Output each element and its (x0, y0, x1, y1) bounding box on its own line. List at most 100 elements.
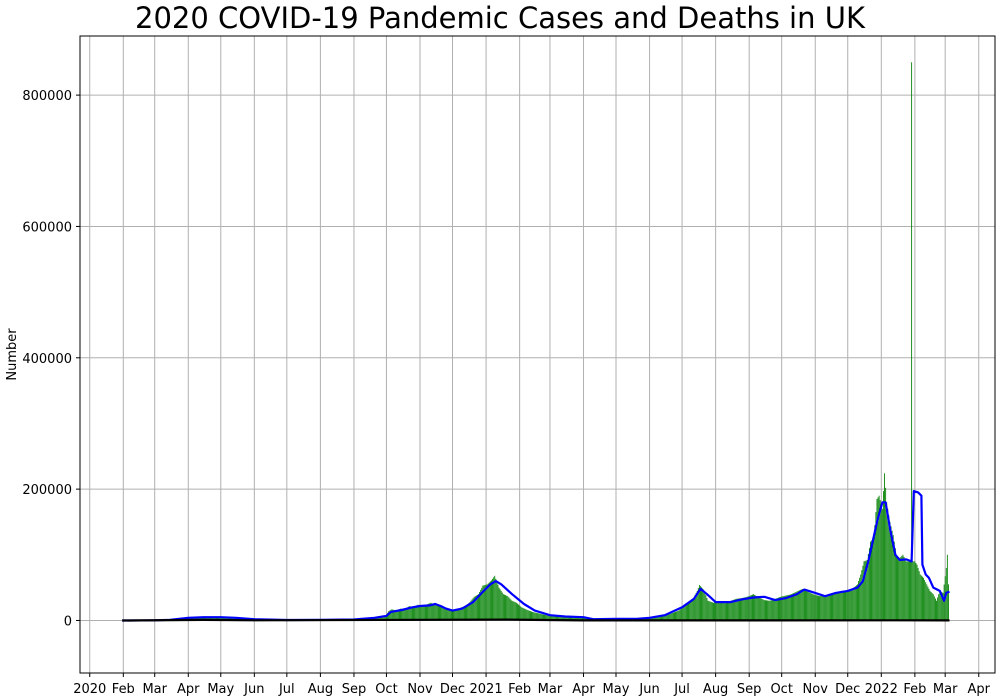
cases-bar (427, 604, 429, 621)
cases-bar (749, 595, 751, 621)
cases-bar (792, 593, 793, 621)
cases-bar (480, 589, 482, 621)
cases-bar (431, 603, 433, 621)
cases-bar (575, 617, 577, 621)
cases-bar (823, 595, 825, 621)
cases-bar (466, 605, 468, 621)
cases-bar (799, 589, 801, 621)
cases-bar (878, 495, 880, 621)
cases-bar (563, 616, 565, 621)
cases-bar (378, 616, 380, 621)
cases-bar (511, 600, 513, 621)
cases-bar (946, 554, 948, 621)
cases-bar (380, 616, 382, 621)
cases-bar (510, 599, 512, 621)
cases-bar (416, 605, 418, 621)
cases-bar (571, 617, 573, 621)
cases-bar (222, 617, 224, 621)
cases-bar (814, 594, 816, 621)
grid-lines (80, 36, 995, 673)
cases-bar (861, 570, 863, 621)
cases-bar (576, 617, 578, 621)
cases-bar (747, 596, 749, 621)
cases-bar (539, 613, 541, 621)
cases-bar (872, 539, 874, 621)
cases-bar (545, 614, 547, 621)
cases-bar (783, 596, 785, 621)
cases-bar (512, 601, 514, 621)
cases-bar (209, 617, 211, 621)
cases-bar (411, 607, 413, 621)
cases-bar (434, 604, 436, 621)
cases-bar (775, 598, 777, 621)
cases-bar (894, 548, 896, 621)
cases-bar (901, 555, 903, 621)
cases-bar (198, 617, 200, 621)
cases-bar (727, 602, 728, 621)
cases-bar (206, 617, 208, 621)
cases-bar (527, 610, 529, 621)
cases-bar (876, 498, 878, 621)
cases-bar (387, 612, 388, 621)
cases-bar (649, 617, 651, 621)
cases-bar (567, 616, 569, 621)
cases-bar (457, 609, 459, 621)
cases-bar (383, 616, 385, 621)
cases-bar (423, 605, 425, 621)
cases-bar (675, 611, 676, 621)
cases-bar (557, 616, 558, 621)
y-tick-label: 800000 (22, 89, 72, 104)
cases-bar (809, 592, 811, 621)
cases-bar (485, 584, 487, 621)
cases-bar (650, 617, 652, 621)
cases-bar (826, 594, 828, 621)
cases-bar (460, 607, 462, 621)
cases-bar (822, 595, 824, 621)
cases-bar (476, 594, 478, 621)
cases-bar (513, 601, 515, 621)
cases-bar (676, 611, 678, 621)
cases-bar (197, 617, 199, 621)
cases-bar (672, 612, 674, 621)
cases-bar (570, 617, 571, 621)
cases-bar (734, 599, 736, 621)
cases-bar (918, 571, 920, 621)
cases-bar (762, 599, 764, 621)
cases-bar (502, 594, 504, 621)
cases-bar (468, 603, 470, 621)
x-tick-label: Mar (142, 682, 167, 697)
cases-bar (857, 584, 858, 621)
cases-bar (820, 596, 822, 621)
cases-bar (913, 561, 915, 621)
cases-bar (936, 600, 937, 621)
cases-bar (549, 615, 551, 621)
cases-bar (207, 617, 209, 621)
cases-bar (835, 592, 837, 621)
cases-bar (483, 585, 485, 621)
x-tick-label: Jul (673, 682, 690, 697)
cases-bar (680, 608, 682, 621)
x-tick-label: 2021 (470, 682, 503, 697)
cases-bar (462, 606, 464, 621)
cases-bar (520, 606, 522, 621)
axis-ticks: 2020 Feb Mar Apr May Jun Jul Aug Sep Oct Nov Dec 202… (22, 89, 990, 697)
cases-bar (779, 597, 780, 621)
cases-bar (744, 597, 746, 621)
cases-bar (723, 602, 725, 621)
cases-bar (689, 602, 691, 621)
cases-bar (726, 602, 727, 621)
cases-bar (834, 593, 836, 621)
cases-bar (884, 473, 885, 621)
cases-bar (435, 605, 437, 621)
cases-bar (750, 595, 752, 621)
cases-bar (210, 617, 212, 621)
cases-bar (937, 597, 939, 621)
cases-bar (932, 594, 934, 621)
cases-bar (402, 608, 404, 621)
cases-bar (474, 596, 476, 621)
cases-bar (888, 515, 890, 621)
cases-bar (897, 555, 898, 621)
cases-bar (657, 616, 659, 621)
cases-bar (691, 600, 693, 621)
cases-bar (721, 602, 723, 621)
